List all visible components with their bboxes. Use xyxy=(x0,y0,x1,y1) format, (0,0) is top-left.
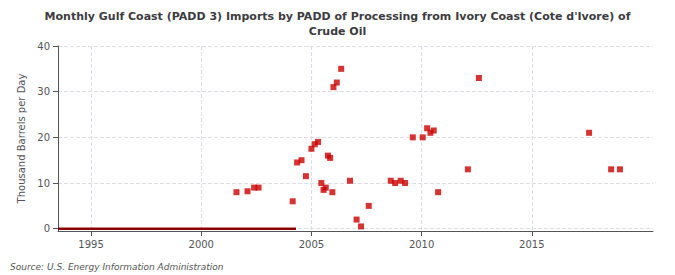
svg-text:30: 30 xyxy=(37,86,50,97)
svg-text:1995: 1995 xyxy=(78,239,103,250)
svg-text:Thousand Barrels per Day: Thousand Barrels per Day xyxy=(16,74,27,205)
svg-text:2000: 2000 xyxy=(189,239,214,250)
svg-text:Crude Oil: Crude Oil xyxy=(309,25,366,38)
svg-text:2010: 2010 xyxy=(409,239,434,250)
svg-text:20: 20 xyxy=(37,132,50,143)
svg-text:2015: 2015 xyxy=(519,239,544,250)
svg-text:40: 40 xyxy=(37,41,50,52)
svg-text:2005: 2005 xyxy=(299,239,324,250)
svg-text:0: 0 xyxy=(44,223,50,234)
svg-text:Monthly Gulf Coast (PADD 3) Im: Monthly Gulf Coast (PADD 3) Imports by P… xyxy=(45,10,631,23)
svg-text:Source: U.S. Energy Informatio: Source: U.S. Energy Information Administ… xyxy=(10,262,224,272)
svg-text:10: 10 xyxy=(37,178,50,189)
